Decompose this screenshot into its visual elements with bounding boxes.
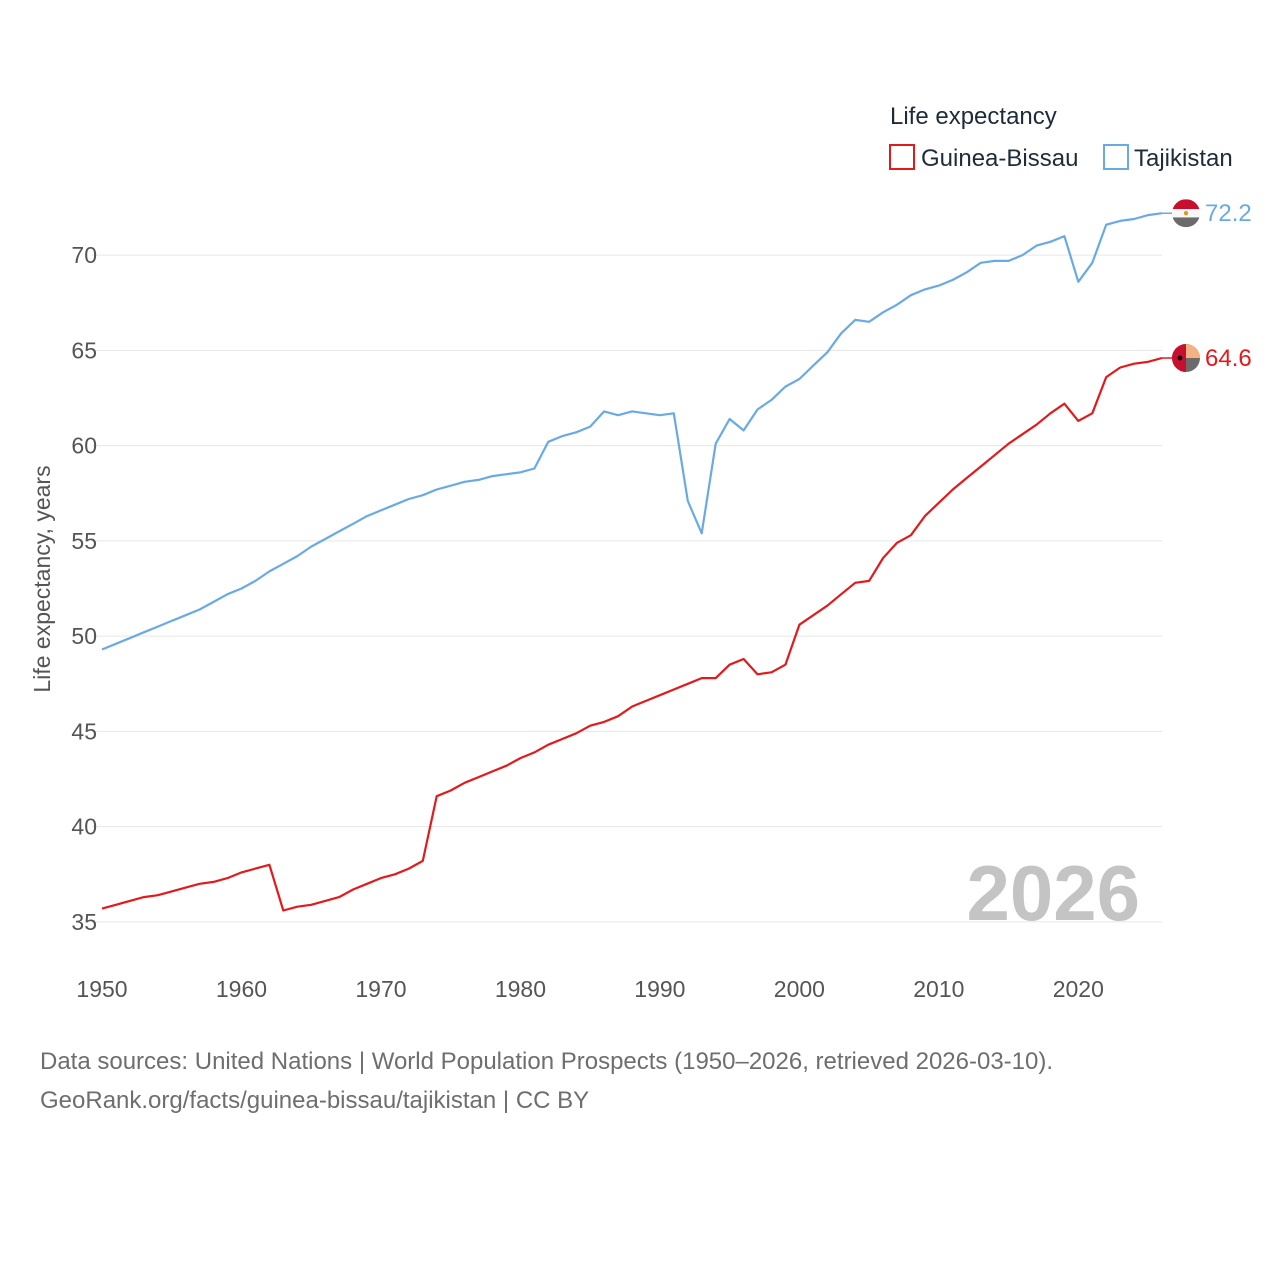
- series-line-guinea-bissau[interactable]: [101, 356, 1163, 912]
- end-label-guinea-bissau: 64.6: [1205, 345, 1252, 372]
- flag-tajikistan-icon: [1172, 199, 1200, 228]
- series-lines: [101, 212, 1163, 912]
- legend-label-tajikistan[interactable]: Tajikistan: [1134, 145, 1233, 172]
- source-note: Data sources: United Nations | World Pop…: [40, 1042, 1053, 1120]
- y-axis-label: Life expectancy, years: [29, 465, 55, 692]
- legend: Life expectancy Guinea-Bissau Tajikistan: [889, 103, 1233, 172]
- y-tick-label-35: 35: [71, 909, 97, 935]
- y-tick-label-65: 65: [71, 337, 97, 363]
- end-label-tajikistan: 72.2: [1205, 200, 1252, 227]
- x-tick-label-1950: 1950: [76, 976, 127, 1002]
- x-tick-label-1970: 1970: [355, 976, 406, 1002]
- legend-label-guinea-bissau[interactable]: Guinea-Bissau: [921, 145, 1078, 172]
- end-markers: 64.6 72.2: [1162, 199, 1252, 373]
- y-tick-label-60: 60: [71, 433, 97, 459]
- y-axis-ticks: 35 40 45 50 55 60 65 70: [71, 242, 97, 935]
- x-tick-label-2010: 2010: [913, 976, 964, 1002]
- flag-guinea-bissau-icon: [1172, 344, 1200, 373]
- y-tick-label-40: 40: [71, 814, 97, 840]
- x-tick-label-1960: 1960: [216, 976, 267, 1002]
- y-tick-label-45: 45: [71, 718, 97, 744]
- x-tick-label-1990: 1990: [634, 976, 685, 1002]
- year-watermark: 2026: [966, 849, 1140, 937]
- x-tick-label-2000: 2000: [774, 976, 825, 1002]
- legend-title: Life expectancy: [890, 103, 1057, 130]
- y-tick-label-55: 55: [71, 528, 97, 554]
- y-tick-label-50: 50: [71, 623, 97, 649]
- x-axis-ticks: 1950 1960 1970 1980 1990 2000 2010 2020: [76, 976, 1103, 1002]
- grid: [92, 254, 1162, 923]
- x-tick-label-1980: 1980: [495, 976, 546, 1002]
- series-line-tajikistan[interactable]: [101, 212, 1163, 651]
- x-tick-label-2020: 2020: [1053, 976, 1104, 1002]
- source-line-2[interactable]: GeoRank.org/facts/guinea-bissau/tajikist…: [40, 1087, 590, 1114]
- legend-swatch-guinea-bissau[interactable]: [889, 144, 915, 170]
- source-line-1: Data sources: United Nations | World Pop…: [40, 1048, 1054, 1075]
- y-tick-label-70: 70: [71, 242, 97, 268]
- legend-swatch-tajikistan[interactable]: [1103, 144, 1129, 170]
